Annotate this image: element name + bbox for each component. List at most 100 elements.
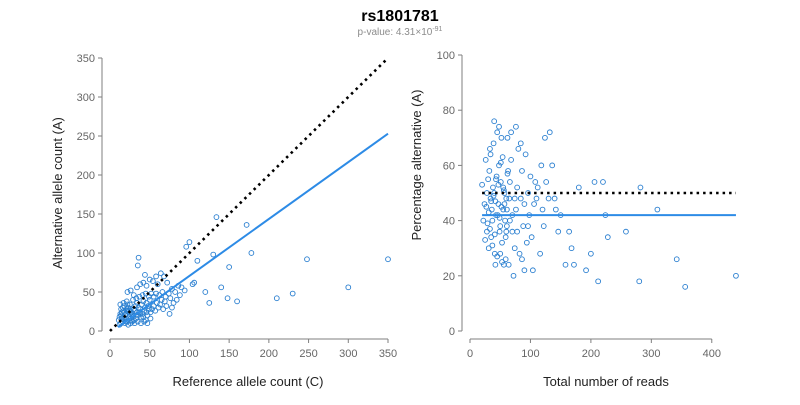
left-data-point <box>127 287 134 294</box>
right-x-tick-label: 300 <box>642 348 660 360</box>
right-data-point <box>501 201 508 207</box>
right-y-tick-label: 20 <box>443 271 455 283</box>
left-data-point <box>152 307 159 314</box>
right-data-point <box>538 162 545 169</box>
right-data-point <box>508 129 514 136</box>
right-data-point <box>623 228 629 235</box>
left-y-axis-title: Alternative allele count (A) <box>50 117 65 269</box>
right-x-tick-label: 100 <box>521 348 539 360</box>
subtitle-prefix: p-value: 4.31×10 <box>358 27 433 38</box>
right-panel: 0 100 200 300 400 0 20 40 60 80 100 Total number o… <box>409 50 739 389</box>
right-data-point <box>546 129 553 136</box>
right-data-point <box>504 223 510 229</box>
left-data-point <box>117 301 124 308</box>
left-data-point <box>173 296 180 303</box>
right-data-point <box>733 272 739 279</box>
right-data-point <box>583 267 589 274</box>
left-data-point <box>189 281 196 288</box>
right-data-point <box>575 184 582 191</box>
right-data-point <box>513 123 519 130</box>
left-data-point <box>143 309 150 316</box>
left-x-tick-label: 350 <box>379 348 397 360</box>
right-data-point <box>500 261 507 268</box>
right-data-point <box>591 179 598 185</box>
left-data-point <box>132 303 139 309</box>
left-data-point <box>137 281 144 288</box>
right-data-point <box>519 256 525 263</box>
left-x-tick-label: 250 <box>299 348 317 360</box>
right-data-point <box>493 176 499 183</box>
right-data-point <box>495 181 502 188</box>
left-x-tick-label: 200 <box>260 348 278 360</box>
left-data-point <box>345 284 352 291</box>
left-x-tick-label: 50 <box>144 348 156 360</box>
right-data-point <box>487 145 493 152</box>
left-data-point <box>119 315 125 322</box>
right-data-point <box>482 237 488 243</box>
left-data-point <box>157 270 164 277</box>
right-data-point <box>552 206 559 213</box>
left-x-tick-label: 150 <box>220 348 238 360</box>
left-lines <box>109 57 389 332</box>
right-data-point <box>636 278 643 285</box>
left-data-point <box>118 312 124 319</box>
right-data-point <box>484 228 490 235</box>
right-x-tick-label: 400 <box>703 348 721 360</box>
left-data-point <box>385 256 391 263</box>
left-data-point <box>140 279 147 286</box>
right-data-point <box>487 151 494 158</box>
left-data-point <box>131 320 138 327</box>
left-data-point <box>166 310 173 317</box>
right-data-point <box>637 184 644 191</box>
left-y-tick-label: 250 <box>77 131 95 143</box>
left-data-point <box>224 295 231 302</box>
right-data-point <box>499 239 505 246</box>
right-x-tick-label: 200 <box>582 348 600 360</box>
left-data-point <box>273 295 280 302</box>
right-y-tick-label: 60 <box>443 160 455 172</box>
right-data-point <box>521 267 528 274</box>
right-data-point <box>485 176 491 183</box>
right-data-point <box>506 195 513 202</box>
left-y-tick-label: 350 <box>77 53 95 65</box>
right-data-point <box>527 173 534 180</box>
left-data-point <box>202 289 209 295</box>
right-data-point <box>494 129 501 136</box>
right-data-point <box>588 250 594 257</box>
right-data-point <box>562 261 569 268</box>
left-data-point <box>206 300 213 306</box>
right-data-point <box>571 261 577 268</box>
left-data-point <box>191 279 198 286</box>
right-data-point <box>531 201 537 207</box>
right-data-point <box>502 217 508 224</box>
right-data-point <box>504 206 510 213</box>
right-data-point <box>510 272 517 279</box>
right-data-point <box>489 242 496 249</box>
left-data-point <box>213 214 220 220</box>
left-axes <box>98 57 389 343</box>
right-data-point <box>507 179 513 185</box>
right-data-point <box>487 226 493 232</box>
left-y-tick-label: 200 <box>77 170 95 182</box>
right-data-point <box>542 134 548 141</box>
right-data-point <box>682 283 689 290</box>
right-data-point <box>514 228 520 235</box>
left-data-point <box>218 284 225 291</box>
left-y-tick-label: 300 <box>77 92 95 104</box>
left-data-point <box>210 251 217 258</box>
right-data-point <box>493 173 500 180</box>
right-data-point <box>673 256 680 263</box>
left-data-point <box>138 320 144 327</box>
right-data-point <box>532 179 539 185</box>
right-data-point <box>555 228 562 235</box>
right-data-point <box>502 256 509 263</box>
right-data-point <box>508 157 514 163</box>
right-data-point <box>514 184 520 191</box>
right-data-point <box>503 228 510 235</box>
right-data-point <box>533 195 540 202</box>
right-data-point <box>505 261 512 268</box>
right-lines <box>482 191 736 217</box>
left-tick-labels: 0 50 100 150 200 250 300 350 0 50 100 150 200 250 300 3… <box>77 53 398 360</box>
left-data-point <box>146 296 153 303</box>
